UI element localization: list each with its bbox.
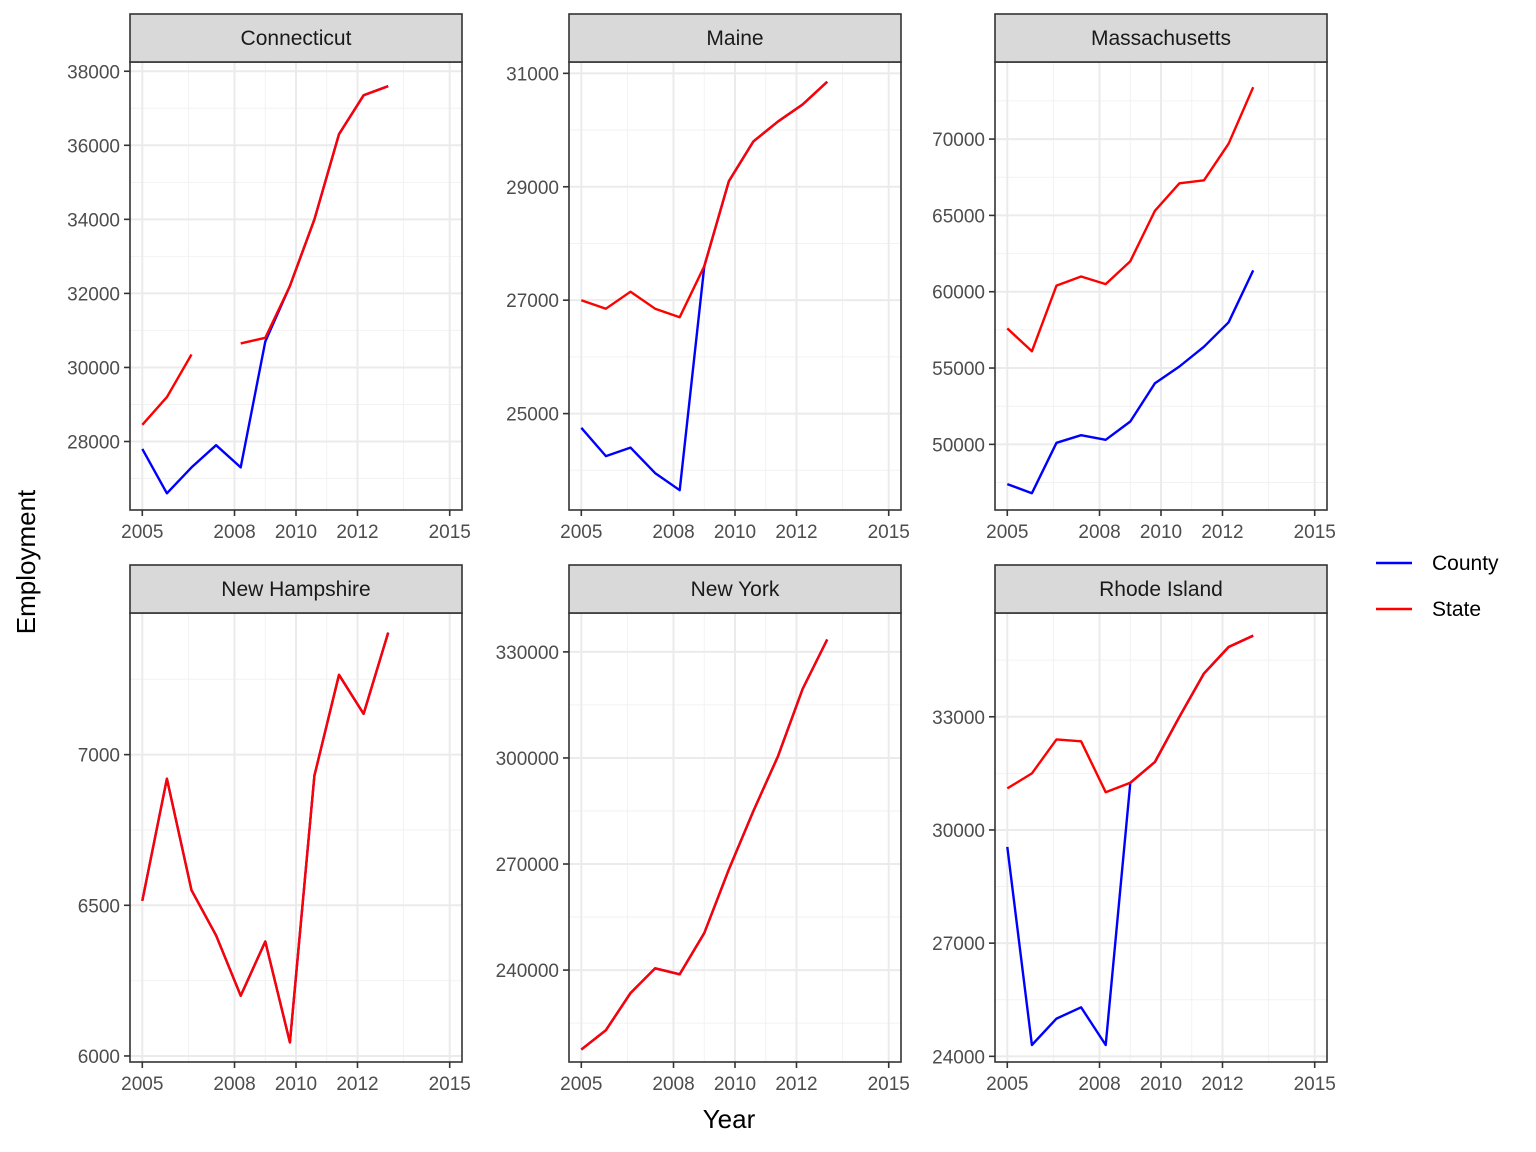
x-tick-label: 2015 [868, 1074, 910, 1095]
facet-panels: Connecticut 2005 2008 2010 2012 2015 28000 3000… [67, 13, 1336, 1095]
y-tick-label: 27000 [932, 934, 985, 955]
x-tick-label: 2012 [336, 1074, 378, 1095]
y-tick-label: 29000 [506, 178, 559, 199]
x-tick-label: 2010 [714, 1074, 756, 1095]
y-tick-label: 240000 [496, 961, 559, 982]
panel-rhode-island: Rhode Island 2005 2008 2010 2012 2015 24000 270… [932, 564, 1336, 1095]
x-tick-label: 2010 [1140, 1074, 1182, 1095]
legend-label-state: State [1432, 598, 1481, 621]
y-tick-label: 34000 [67, 210, 120, 231]
x-tick-label: 2010 [1140, 522, 1182, 543]
series-line-state [1006, 634, 1254, 794]
x-tick-label: 2012 [336, 522, 378, 543]
y-tick-label: 33000 [932, 708, 985, 729]
x-tick-label: 2005 [986, 1074, 1028, 1095]
facet-strip [568, 13, 902, 63]
panel-new-york: New York 2005 2008 2010 2012 2015 240000 270000… [496, 564, 910, 1095]
x-tick-label: 2015 [429, 522, 471, 543]
y-tick-label: 65000 [932, 206, 985, 227]
x-tick-label: 2008 [1078, 1074, 1120, 1095]
x-tick-label: 2008 [213, 1074, 255, 1095]
y-tick-label: 7000 [78, 746, 120, 767]
x-tick-label: 2012 [775, 1074, 817, 1095]
x-tick-label: 2008 [1078, 522, 1120, 543]
y-tick-label: 330000 [496, 643, 559, 664]
panel-massachusetts: Massachusetts 2005 2008 2010 2012 2015 50000 55… [932, 13, 1336, 543]
y-tick-label: 70000 [932, 130, 985, 151]
facet-strip [568, 564, 902, 614]
series-line-state [141, 632, 390, 1044]
x-tick-label: 2005 [560, 522, 602, 543]
x-tick-label: 2005 [986, 522, 1028, 543]
series-line-state [240, 84, 389, 345]
legend: County State [1376, 552, 1499, 621]
panel-new-hampshire: New Hampshire 2005 2008 2010 2012 2015 6000 650… [78, 564, 471, 1095]
y-tick-label: 300000 [496, 749, 559, 770]
legend-label-county: County [1432, 552, 1499, 575]
y-tick-label: 6500 [78, 896, 120, 917]
facet-strip [129, 13, 463, 63]
x-tick-label: 2005 [121, 522, 163, 543]
x-tick-label: 2010 [275, 1074, 317, 1095]
x-tick-label: 2015 [1294, 1074, 1336, 1095]
x-tick-label: 2010 [714, 522, 756, 543]
x-axis-title: Year [703, 1104, 756, 1134]
x-tick-label: 2012 [775, 522, 817, 543]
series-line-state [1006, 86, 1255, 353]
y-tick-label: 32000 [67, 284, 120, 305]
series-line-state [580, 638, 829, 1051]
y-tick-label: 24000 [932, 1047, 985, 1068]
x-tick-label: 2008 [652, 1074, 694, 1095]
facet-strip [994, 13, 1328, 63]
facet-strip-label: Rhode Island [1099, 578, 1223, 601]
facet-strip [994, 564, 1328, 614]
facet-strip [129, 564, 463, 614]
y-tick-label: 25000 [506, 405, 559, 426]
y-tick-label: 55000 [932, 359, 985, 380]
panel-maine: Maine 2005 2008 2010 2012 2015 25000 27000 29000… [506, 13, 910, 543]
series-line-state [141, 353, 193, 426]
x-tick-label: 2012 [1201, 1074, 1243, 1095]
y-tick-label: 38000 [67, 62, 120, 83]
panel-connecticut: Connecticut 2005 2008 2010 2012 2015 28000 3000… [67, 13, 471, 543]
x-tick-label: 2008 [213, 522, 255, 543]
y-tick-label: 30000 [932, 821, 985, 842]
facet-strip-label: Connecticut [241, 27, 352, 50]
y-axis-title: Employment [11, 489, 41, 634]
y-tick-label: 6000 [78, 1047, 120, 1068]
x-tick-label: 2012 [1201, 522, 1243, 543]
y-tick-label: 27000 [506, 291, 559, 312]
x-tick-label: 2015 [1294, 522, 1336, 543]
y-tick-label: 270000 [496, 855, 559, 876]
y-tick-label: 60000 [932, 283, 985, 304]
y-tick-label: 36000 [67, 136, 120, 157]
x-tick-label: 2015 [868, 522, 910, 543]
y-tick-label: 30000 [67, 358, 120, 379]
x-tick-label: 2010 [275, 522, 317, 543]
x-tick-label: 2005 [121, 1074, 163, 1095]
x-tick-label: 2008 [652, 522, 694, 543]
x-tick-label: 2015 [429, 1074, 471, 1095]
series-line-county [1006, 269, 1255, 495]
facet-strip-label: New Hampshire [221, 578, 370, 601]
facet-strip-label: New York [691, 578, 780, 601]
facet-strip-label: Maine [706, 27, 763, 50]
y-tick-label: 28000 [67, 433, 120, 454]
x-tick-label: 2005 [560, 1074, 602, 1095]
y-tick-label: 50000 [932, 435, 985, 456]
facet-strip-label: Massachusetts [1091, 27, 1231, 50]
series-line-state [580, 80, 829, 319]
y-tick-label: 31000 [506, 64, 559, 85]
